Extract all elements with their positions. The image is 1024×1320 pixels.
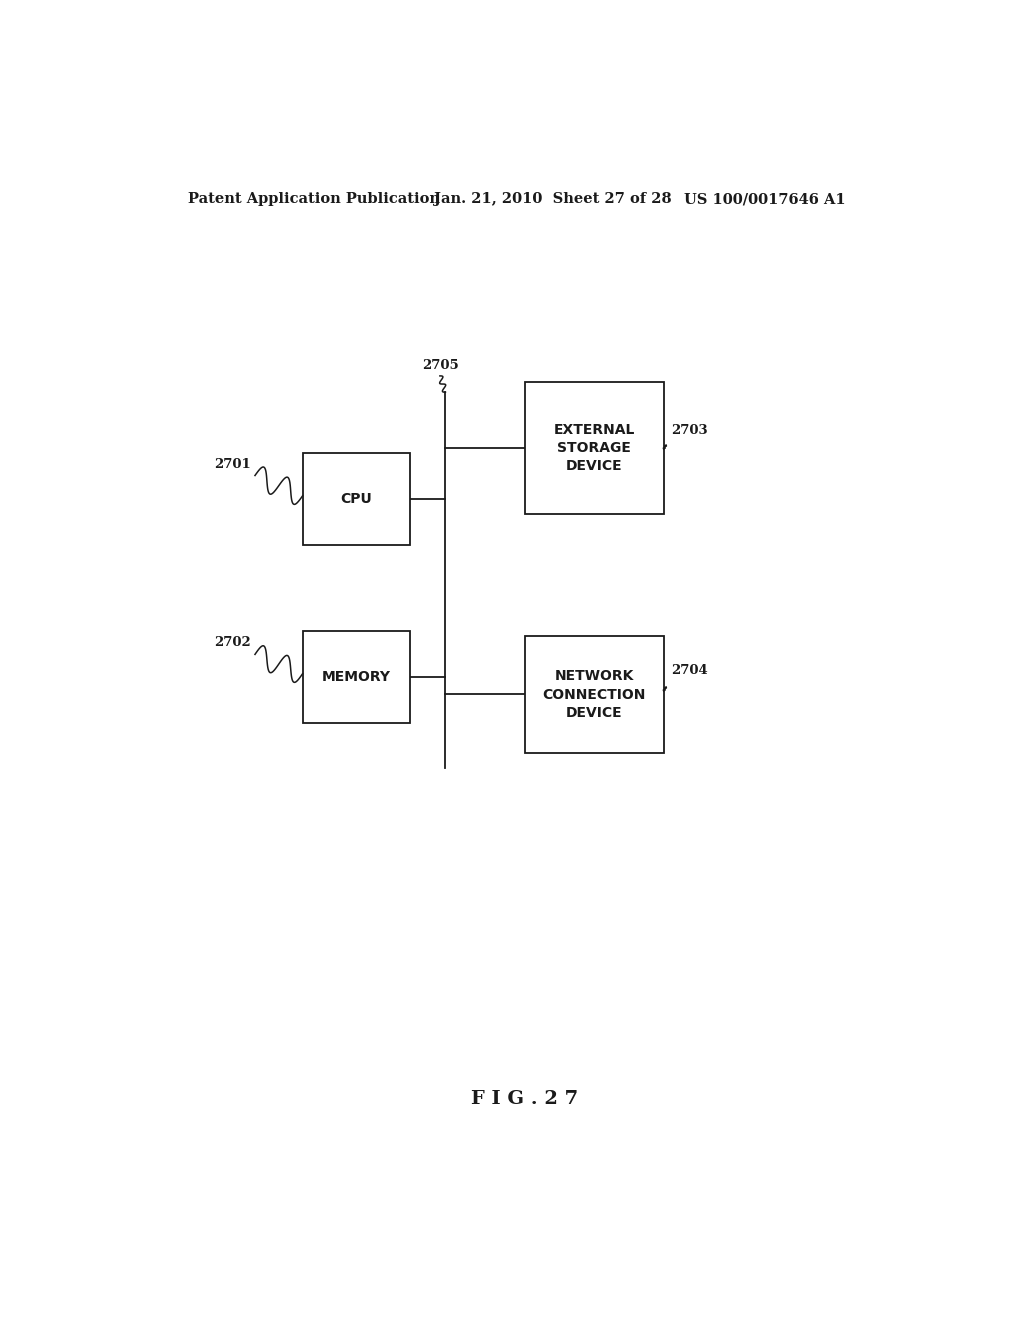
Text: 2703: 2703 xyxy=(672,424,709,437)
Text: US 100/0017646 A1: US 100/0017646 A1 xyxy=(684,193,845,206)
Text: Jan. 21, 2010  Sheet 27 of 28: Jan. 21, 2010 Sheet 27 of 28 xyxy=(433,193,671,206)
Bar xyxy=(303,453,410,545)
Bar xyxy=(524,636,664,752)
Text: F I G . 2 7: F I G . 2 7 xyxy=(471,1089,579,1107)
Text: 2705: 2705 xyxy=(422,359,459,372)
Text: EXTERNAL
STORAGE
DEVICE: EXTERNAL STORAGE DEVICE xyxy=(554,422,635,474)
Text: 2704: 2704 xyxy=(672,664,709,677)
Bar xyxy=(524,381,664,515)
Text: CPU: CPU xyxy=(340,492,372,506)
Bar xyxy=(303,631,410,722)
Text: Patent Application Publication: Patent Application Publication xyxy=(187,193,439,206)
Text: 2701: 2701 xyxy=(214,458,251,471)
Text: NETWORK
CONNECTION
DEVICE: NETWORK CONNECTION DEVICE xyxy=(543,669,646,719)
Text: 2702: 2702 xyxy=(214,636,251,649)
Text: MEMORY: MEMORY xyxy=(322,669,391,684)
